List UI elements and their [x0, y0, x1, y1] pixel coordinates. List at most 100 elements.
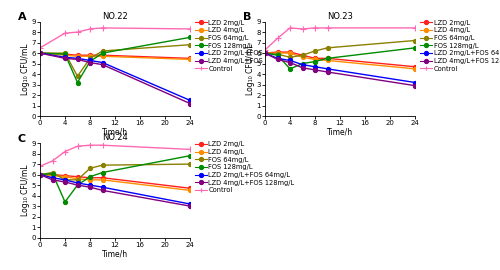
LZD 2mg/L — [274, 50, 280, 54]
LZD 2mg/L — [312, 57, 318, 60]
FOS 128mg/L — [100, 171, 105, 174]
LZD 4mg/L+FOS 128mg/L — [287, 61, 293, 64]
LZD 4mg/L — [62, 53, 68, 57]
Legend: LZD 2mg/L, LZD 4mg/L, FOS 64mg/L, FOS 128mg/L, LZD 2mg/L+FOS 64mg/L, LZD 4mg/L+F: LZD 2mg/L, LZD 4mg/L, FOS 64mg/L, FOS 12… — [420, 20, 500, 72]
LZD 4mg/L — [74, 55, 80, 58]
FOS 128mg/L — [74, 81, 80, 84]
Control — [100, 144, 105, 147]
LZD 2mg/L — [74, 53, 80, 57]
LZD 2mg/L+FOS 64mg/L — [274, 57, 280, 60]
LZD 2mg/L+FOS 64mg/L — [312, 65, 318, 68]
Y-axis label: Log₁₀ CFU/mL: Log₁₀ CFU/mL — [21, 43, 30, 94]
LZD 2mg/L — [87, 176, 93, 179]
FOS 128mg/L — [187, 154, 193, 157]
Y-axis label: Log₁₀ CFU/mL: Log₁₀ CFU/mL — [21, 165, 30, 216]
LZD 4mg/L+FOS 128mg/L — [62, 180, 68, 184]
Line: LZD 4mg/L+FOS 128mg/L: LZD 4mg/L+FOS 128mg/L — [38, 173, 192, 208]
LZD 2mg/L+FOS 64mg/L — [100, 61, 105, 64]
Control — [87, 27, 93, 31]
LZD 4mg/L — [187, 189, 193, 192]
LZD 4mg/L+FOS 128mg/L — [187, 102, 193, 105]
FOS 128mg/L — [100, 52, 105, 55]
LZD 2mg/L — [100, 176, 105, 179]
FOS 128mg/L — [187, 36, 193, 39]
LZD 2mg/L+FOS 64mg/L — [100, 185, 105, 189]
FOS 128mg/L — [262, 52, 268, 55]
Control — [50, 159, 56, 163]
FOS 128mg/L — [62, 53, 68, 56]
LZD 2mg/L — [37, 52, 43, 55]
Line: LZD 2mg/L+FOS 64mg/L: LZD 2mg/L+FOS 64mg/L — [263, 51, 417, 85]
Control — [100, 26, 105, 29]
Line: LZD 4mg/L: LZD 4mg/L — [38, 51, 192, 62]
LZD 2mg/L — [287, 50, 293, 54]
FOS 64mg/L — [62, 178, 68, 181]
Control — [187, 148, 193, 151]
FOS 64mg/L — [262, 52, 268, 55]
LZD 4mg/L+FOS 128mg/L — [74, 58, 80, 61]
FOS 128mg/L — [412, 46, 418, 49]
Line: FOS 64mg/L: FOS 64mg/L — [38, 43, 192, 78]
Control — [62, 150, 68, 153]
LZD 2mg/L+FOS 64mg/L — [50, 176, 56, 179]
LZD 4mg/L+FOS 128mg/L — [62, 57, 68, 60]
LZD 4mg/L — [37, 52, 43, 55]
FOS 128mg/L — [37, 52, 43, 55]
LZD 4mg/L — [187, 58, 193, 61]
Control — [312, 26, 318, 29]
Control — [37, 165, 43, 168]
FOS 128mg/L — [300, 62, 306, 65]
Line: FOS 64mg/L: FOS 64mg/L — [38, 162, 192, 182]
LZD 2mg/L — [412, 65, 418, 68]
FOS 64mg/L — [87, 167, 93, 170]
LZD 4mg/L+FOS 128mg/L — [187, 204, 193, 208]
FOS 64mg/L — [187, 43, 193, 46]
LZD 4mg/L+FOS 128mg/L — [37, 52, 43, 55]
LZD 4mg/L+FOS 128mg/L — [274, 58, 280, 61]
FOS 128mg/L — [50, 172, 56, 175]
Line: LZD 4mg/L+FOS 128mg/L: LZD 4mg/L+FOS 128mg/L — [38, 51, 192, 106]
Control — [274, 37, 280, 40]
Line: LZD 4mg/L+FOS 128mg/L: LZD 4mg/L+FOS 128mg/L — [263, 51, 417, 88]
LZD 2mg/L+FOS 64mg/L — [62, 56, 68, 59]
FOS 64mg/L — [312, 49, 318, 53]
LZD 2mg/L+FOS 64mg/L — [324, 67, 330, 70]
Control — [62, 32, 68, 35]
LZD 4mg/L — [37, 173, 43, 176]
Y-axis label: Log₁₀ CFU/mL: Log₁₀ CFU/mL — [246, 43, 255, 94]
Title: NO.22: NO.22 — [102, 12, 128, 21]
FOS 64mg/L — [62, 52, 68, 55]
Control — [300, 27, 306, 31]
Legend: LZD 2mg/L, LZD 4mg/L, FOS 64mg/L, FOS 128mg/L, LZD 2mg/L+FOS 64mg/L, LZD 4mg/L+F: LZD 2mg/L, LZD 4mg/L, FOS 64mg/L, FOS 12… — [194, 20, 294, 72]
FOS 64mg/L — [50, 171, 56, 174]
LZD 4mg/L+FOS 128mg/L — [312, 68, 318, 72]
LZD 4mg/L+FOS 128mg/L — [74, 184, 80, 187]
LZD 4mg/L — [262, 52, 268, 55]
LZD 4mg/L+FOS 128mg/L — [324, 70, 330, 74]
FOS 64mg/L — [37, 173, 43, 176]
Control — [287, 26, 293, 29]
LZD 4mg/L+FOS 128mg/L — [300, 66, 306, 69]
FOS 128mg/L — [74, 184, 80, 187]
FOS 128mg/L — [274, 53, 280, 57]
Line: LZD 2mg/L: LZD 2mg/L — [38, 173, 192, 190]
FOS 64mg/L — [412, 39, 418, 42]
LZD 4mg/L+FOS 128mg/L — [100, 189, 105, 192]
Line: Control: Control — [37, 142, 193, 169]
LZD 2mg/L+FOS 64mg/L — [74, 57, 80, 60]
Line: LZD 2mg/L: LZD 2mg/L — [38, 51, 192, 60]
Control — [87, 144, 93, 147]
LZD 2mg/L — [87, 53, 93, 57]
LZD 4mg/L+FOS 128mg/L — [87, 185, 93, 189]
FOS 64mg/L — [300, 53, 306, 57]
LZD 4mg/L — [324, 59, 330, 62]
FOS 64mg/L — [100, 164, 105, 167]
FOS 128mg/L — [87, 175, 93, 178]
LZD 4mg/L+FOS 128mg/L — [262, 52, 268, 55]
Line: LZD 2mg/L+FOS 64mg/L: LZD 2mg/L+FOS 64mg/L — [38, 173, 192, 206]
LZD 2mg/L — [187, 57, 193, 60]
LZD 2mg/L — [74, 175, 80, 178]
FOS 64mg/L — [100, 49, 105, 53]
LZD 4mg/L — [87, 178, 93, 181]
LZD 2mg/L+FOS 64mg/L — [62, 178, 68, 181]
